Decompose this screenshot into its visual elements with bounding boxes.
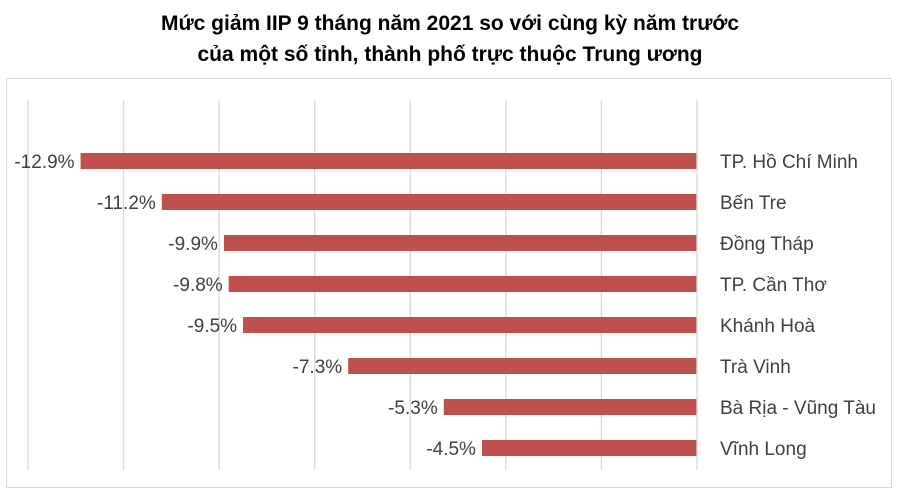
data-label: -12.9% [14,152,74,173]
bar [80,153,698,169]
bar [348,358,697,374]
chart-title-line-2: của một số tỉnh, thành phố trực thuộc Tr… [197,43,703,66]
data-label: -7.3% [293,357,343,378]
category-label: Đồng Tháp [720,234,814,255]
chart-title: Mức giảm IIP 9 tháng năm 2021 so với cùn… [0,8,900,70]
bar [443,399,697,415]
data-label: -9.5% [187,316,237,337]
data-label: -9.9% [168,234,218,255]
category-label: TP. Hồ Chí Minh [720,152,858,173]
data-label: -11.2% [97,193,156,214]
bar [223,235,697,251]
chart-title-line-1: Mức giảm IIP 9 tháng năm 2021 so với cùn… [160,12,740,35]
category-label: Bà Rịa - Vũng Tàu [720,398,876,419]
category-label: Vĩnh Long [720,439,807,460]
bar [228,276,697,292]
category-label: Bến Tre [720,193,787,214]
category-label: Trà Vinh [720,357,791,378]
chart-frame [6,78,892,488]
bar [243,317,698,333]
bar [161,194,698,210]
category-label: TP. Cần Thơ [720,275,827,296]
data-label: -5.3% [388,398,438,419]
data-label: -9.8% [173,275,223,296]
category-label: Khánh Hoà [720,316,816,337]
bar [481,440,697,456]
data-label: -4.5% [426,439,476,460]
